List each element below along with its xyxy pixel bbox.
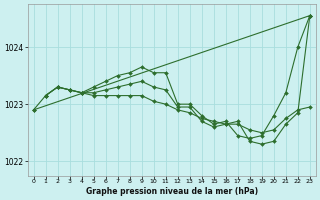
X-axis label: Graphe pression niveau de la mer (hPa): Graphe pression niveau de la mer (hPa) bbox=[86, 187, 258, 196]
